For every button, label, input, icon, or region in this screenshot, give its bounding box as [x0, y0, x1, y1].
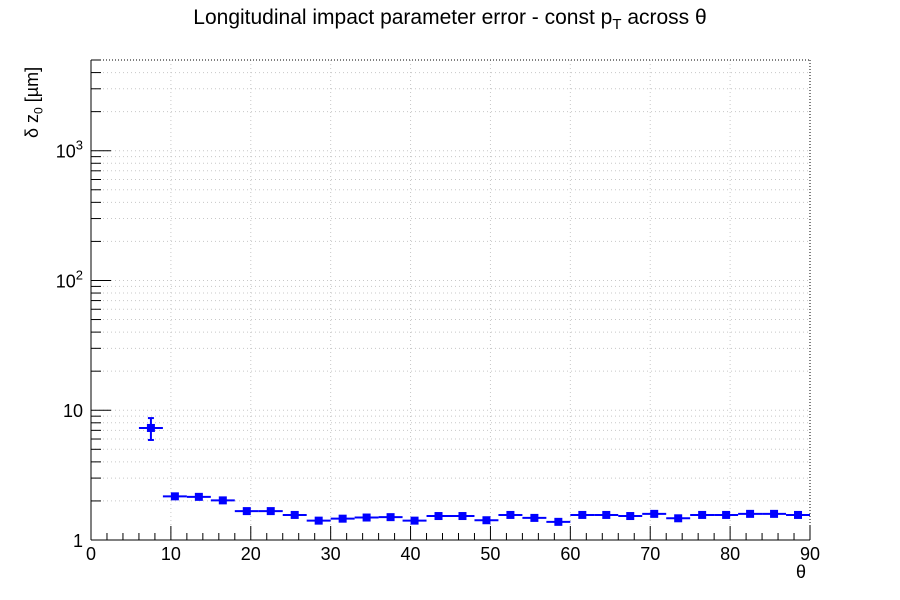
square-marker	[170, 492, 179, 501]
y-tick-label: 1	[73, 531, 83, 551]
data-point	[786, 510, 810, 519]
square-marker	[194, 492, 203, 501]
data-point	[618, 512, 643, 521]
square-marker	[410, 516, 419, 525]
square-marker	[146, 423, 155, 432]
data-point	[378, 513, 403, 522]
plot-frame	[90, 59, 811, 541]
data-point	[570, 510, 595, 519]
square-marker	[506, 510, 515, 519]
data-point	[594, 510, 619, 519]
square-marker	[578, 510, 587, 519]
square-marker	[434, 512, 443, 521]
y-tick-label: 10	[63, 401, 83, 421]
data-point	[666, 514, 691, 523]
data-point	[162, 492, 187, 501]
data-point	[258, 507, 283, 516]
data-point	[210, 496, 235, 505]
data-points	[138, 417, 810, 526]
square-marker	[338, 514, 347, 523]
data-point	[282, 510, 307, 519]
square-marker	[266, 507, 275, 516]
x-axis-label: θ	[796, 562, 807, 582]
data-point	[450, 512, 475, 521]
chart-title-subscript: T	[612, 16, 622, 34]
data-point	[186, 492, 211, 501]
square-marker	[674, 514, 683, 523]
data-point	[714, 510, 739, 519]
data-point	[474, 516, 499, 525]
x-tick-label: 40	[401, 544, 421, 564]
x-tick-label: 30	[321, 544, 341, 564]
square-marker	[386, 513, 395, 522]
square-marker	[770, 509, 779, 518]
square-marker	[482, 516, 491, 525]
chart-title-tail: across θ	[621, 6, 707, 29]
square-marker	[530, 513, 539, 522]
data-point	[402, 516, 427, 525]
square-marker	[290, 510, 299, 519]
y-tick-label: 102	[56, 267, 83, 291]
chart-title: Longitudinal impact parameter error - co…	[0, 6, 900, 33]
x-tick-label: 80	[720, 544, 740, 564]
data-point	[330, 514, 355, 523]
x-tick-label: 50	[480, 544, 500, 564]
x-tick-label: 70	[640, 544, 660, 564]
x-tick-label: 0	[86, 544, 96, 564]
data-point	[306, 516, 331, 525]
square-marker	[602, 510, 611, 519]
square-marker	[746, 509, 755, 518]
data-point	[522, 513, 547, 522]
data-point	[498, 510, 523, 519]
square-marker	[794, 510, 803, 519]
square-marker	[242, 507, 251, 516]
square-marker	[626, 512, 635, 521]
chart-title-main: Longitudinal impact parameter error - co…	[193, 6, 613, 29]
square-marker	[362, 513, 371, 522]
square-marker	[314, 516, 323, 525]
x-tick-label: 20	[241, 544, 261, 564]
square-marker	[218, 496, 227, 505]
square-marker	[650, 509, 659, 518]
data-point	[354, 513, 379, 522]
square-marker	[698, 510, 707, 519]
x-tick-label: 10	[161, 544, 181, 564]
grid-lines	[91, 60, 810, 540]
data-point	[546, 517, 571, 526]
data-point	[642, 509, 667, 518]
axes: 0 10 20 30 40 50 60 70 80 90 1 10 102 103	[56, 59, 820, 564]
x-tick-label: 60	[560, 544, 580, 564]
data-point	[138, 417, 163, 441]
data-point	[234, 507, 259, 516]
data-point	[690, 510, 715, 519]
data-point	[426, 512, 451, 521]
x-tick-label: 90	[800, 544, 820, 564]
data-point	[762, 509, 787, 518]
data-point	[738, 509, 763, 518]
square-marker	[458, 512, 467, 521]
square-marker	[554, 517, 563, 526]
y-tick-label: 103	[56, 138, 83, 162]
square-marker	[722, 510, 731, 519]
